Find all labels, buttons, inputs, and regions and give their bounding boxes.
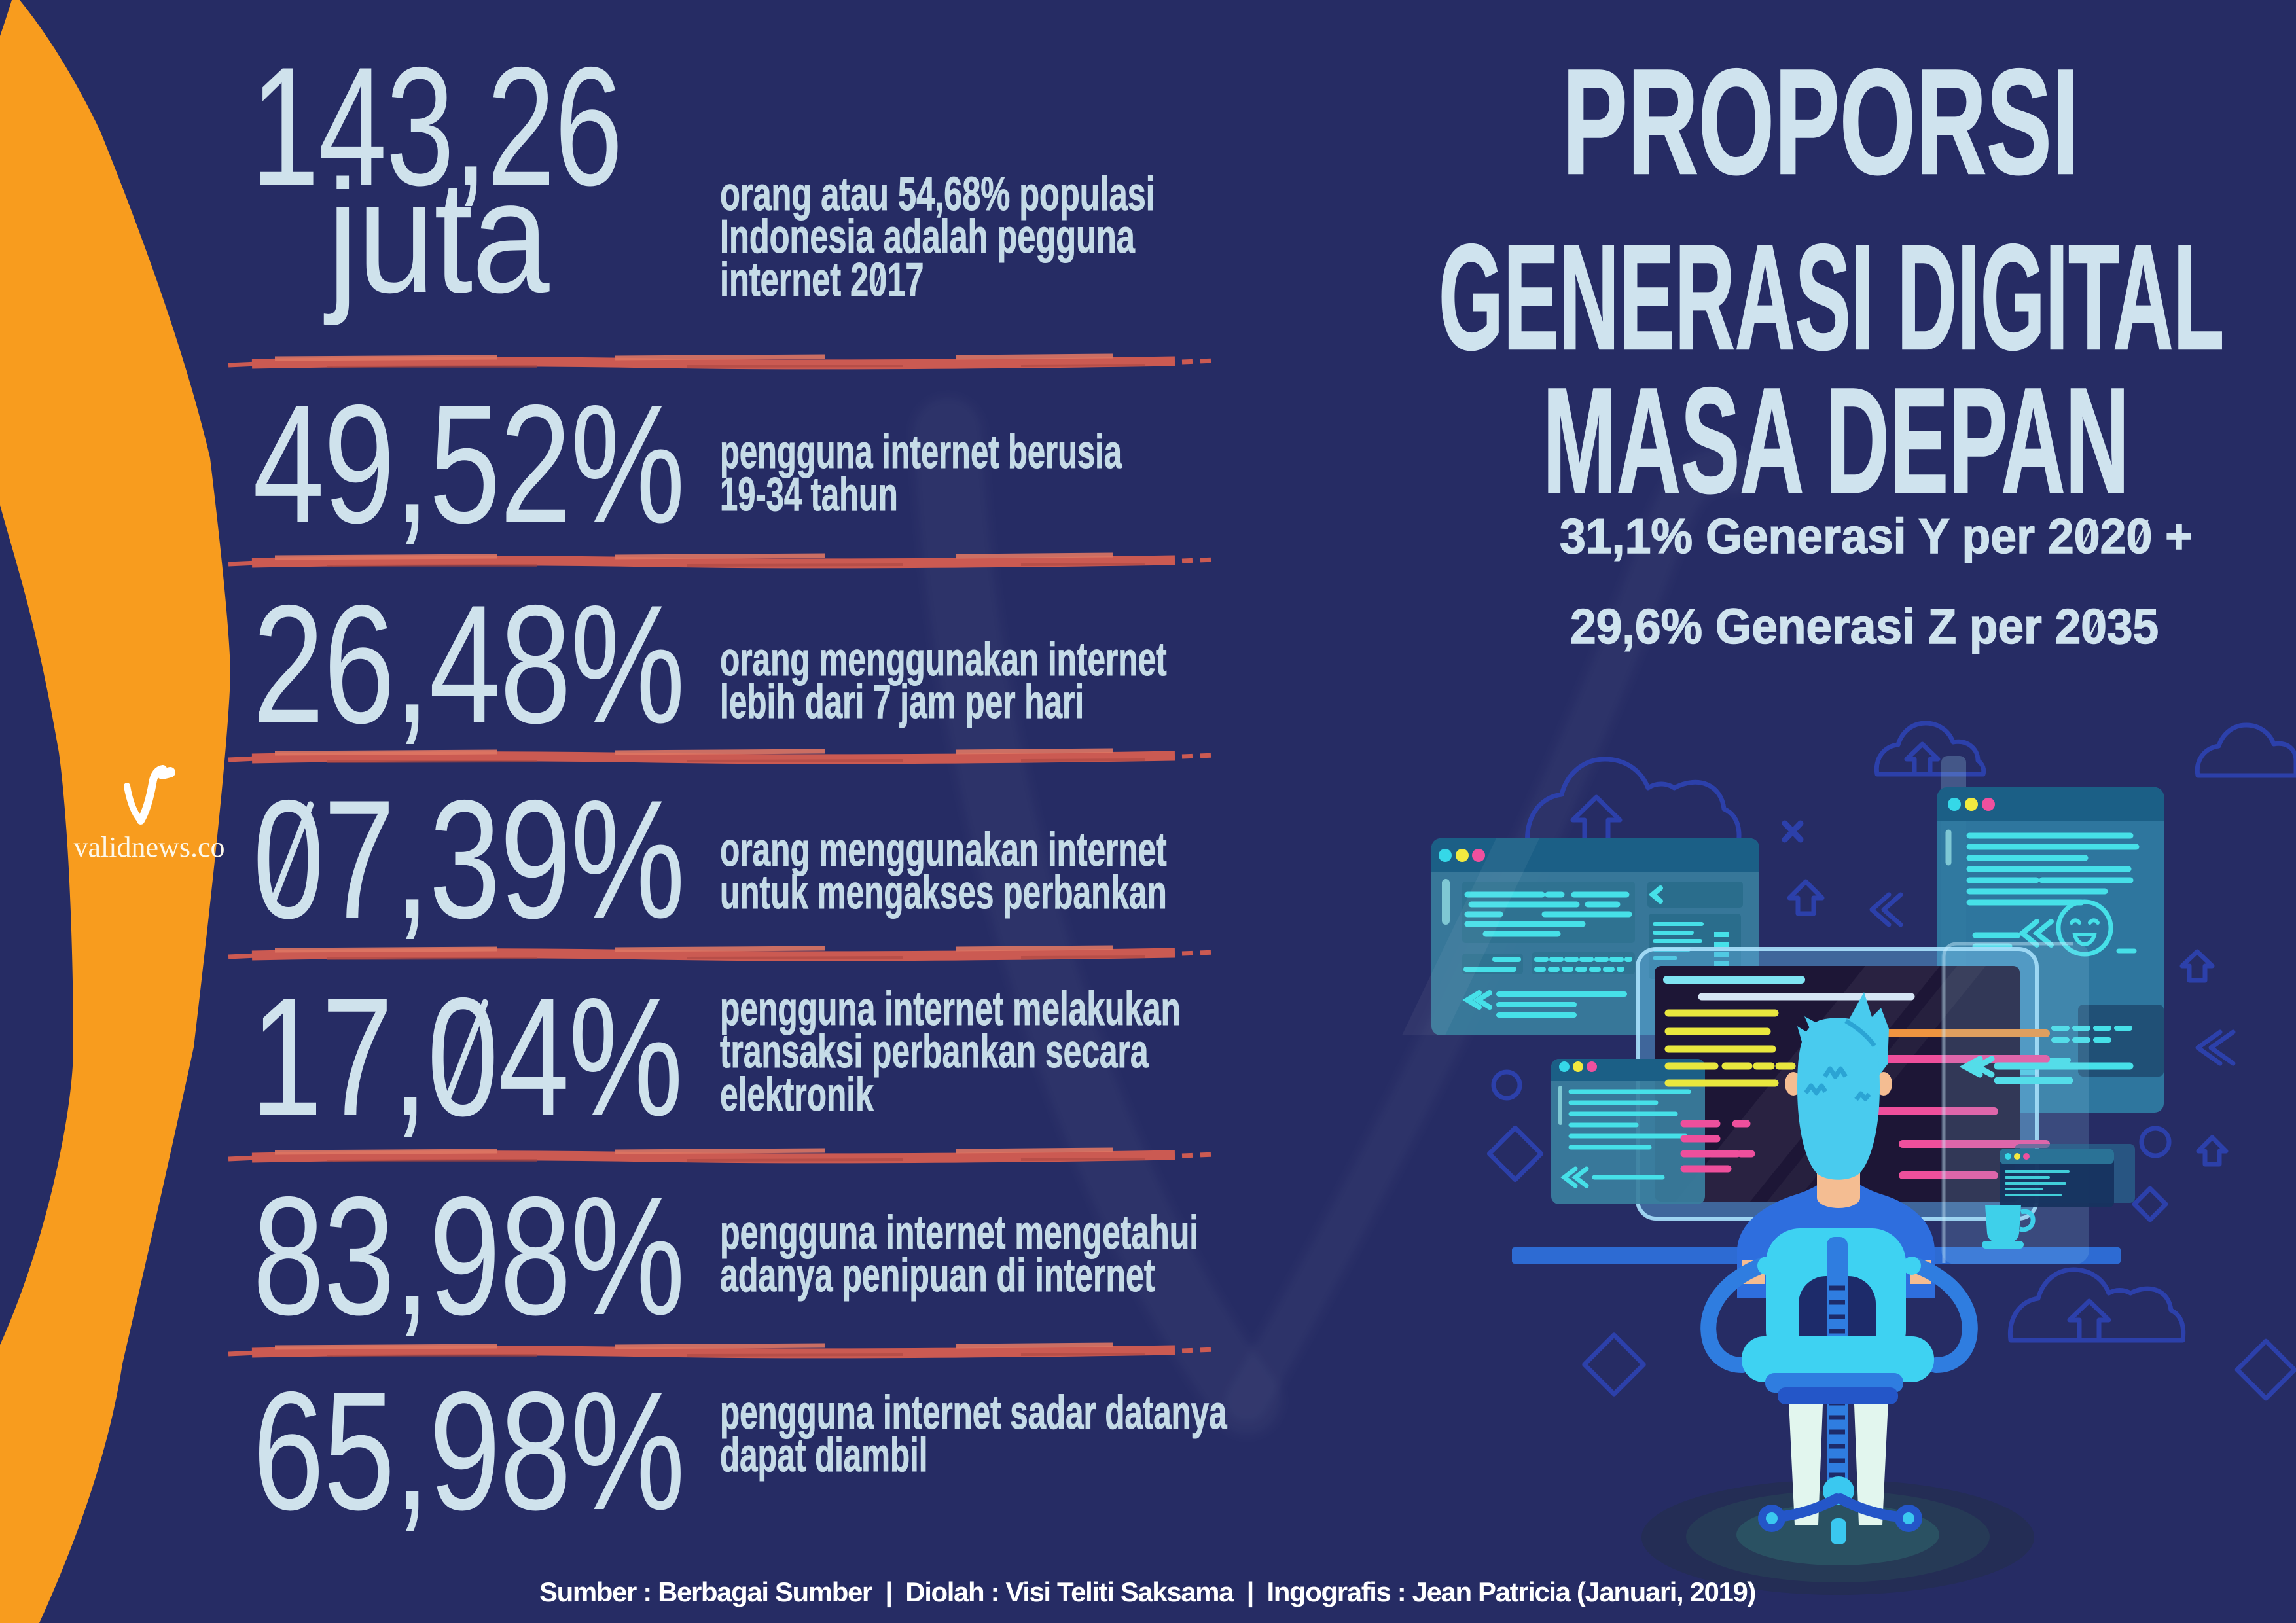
svg-text:validnews.co: validnews.co xyxy=(74,831,225,863)
